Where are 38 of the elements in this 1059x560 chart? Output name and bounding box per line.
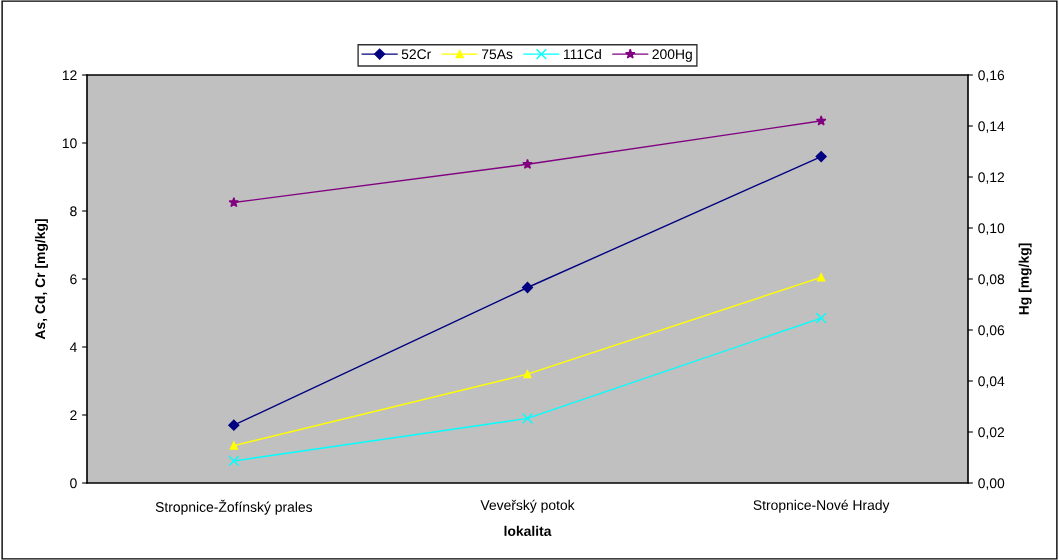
point [228, 419, 240, 431]
y2-tick-label: 0,12 [978, 172, 1005, 184]
y2-tick-label: 0,10 [978, 223, 1005, 235]
y-axis-title: As, Cd, Cr [mg/kg] [34, 219, 48, 340]
x-tick-label: Stropnice-Nové Hrady [753, 499, 890, 513]
legend-label: 200Hg [652, 49, 692, 62]
legend-label: 52Cr [401, 49, 432, 60]
y2-tick-label: 0,00 [978, 478, 1005, 490]
x-axis-title: lokalita [504, 525, 552, 536]
legend-label: 111Cd [563, 48, 601, 60]
legend-label: 75As [481, 49, 513, 60]
y-tick-label: 4 [69, 342, 77, 353]
point [815, 115, 827, 126]
y-tick-label: 12 [62, 70, 77, 81]
point [816, 273, 826, 282]
point [522, 158, 533, 169]
point [815, 150, 827, 163]
y2-tick-label: 0,06 [978, 325, 1005, 337]
y-tick-label: 8 [70, 206, 77, 217]
point [228, 455, 240, 467]
y2-tick-label: 0,08 [978, 274, 1005, 286]
x-tick-label: Stropnice-Žofínský prales [155, 499, 313, 515]
y2-axis-title: Hg [mg/kg] [1018, 243, 1032, 315]
y2-tick-label: 0,16 [978, 70, 1005, 82]
x-tick-label: Veveřský potok [480, 499, 575, 513]
point [228, 196, 240, 208]
point [229, 441, 239, 450]
point [815, 312, 827, 324]
y2-tick-label: 0,02 [978, 427, 1005, 439]
y2-tick-label: 0,04 [978, 376, 1005, 388]
y-tick-label: 2 [70, 410, 77, 421]
point [521, 281, 534, 294]
y-tick-label: 10 [62, 138, 77, 149]
point [521, 412, 534, 424]
y-tick-label: 0 [70, 478, 77, 489]
point [523, 370, 532, 379]
y2-tick-label: 0,14 [978, 121, 1005, 133]
y-tick-label: 6 [70, 274, 77, 285]
